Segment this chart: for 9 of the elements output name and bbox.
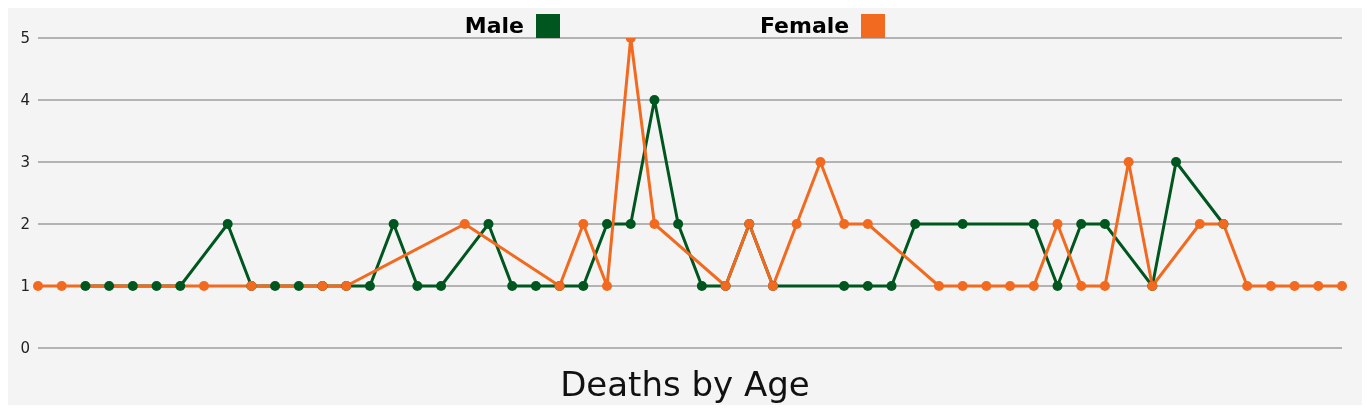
y-tick-label: 5	[20, 29, 30, 48]
y-tick-label: 2	[20, 215, 30, 234]
y-tick-label: 3	[20, 153, 30, 172]
y-tick-label: 0	[20, 339, 30, 358]
text: Deaths by Age	[559, 363, 811, 405]
legend-label: Male	[464, 13, 524, 38]
y-tick-label: 4	[20, 91, 30, 110]
y-tick-label: 1	[20, 277, 30, 296]
legend-label: Female	[759, 13, 850, 38]
